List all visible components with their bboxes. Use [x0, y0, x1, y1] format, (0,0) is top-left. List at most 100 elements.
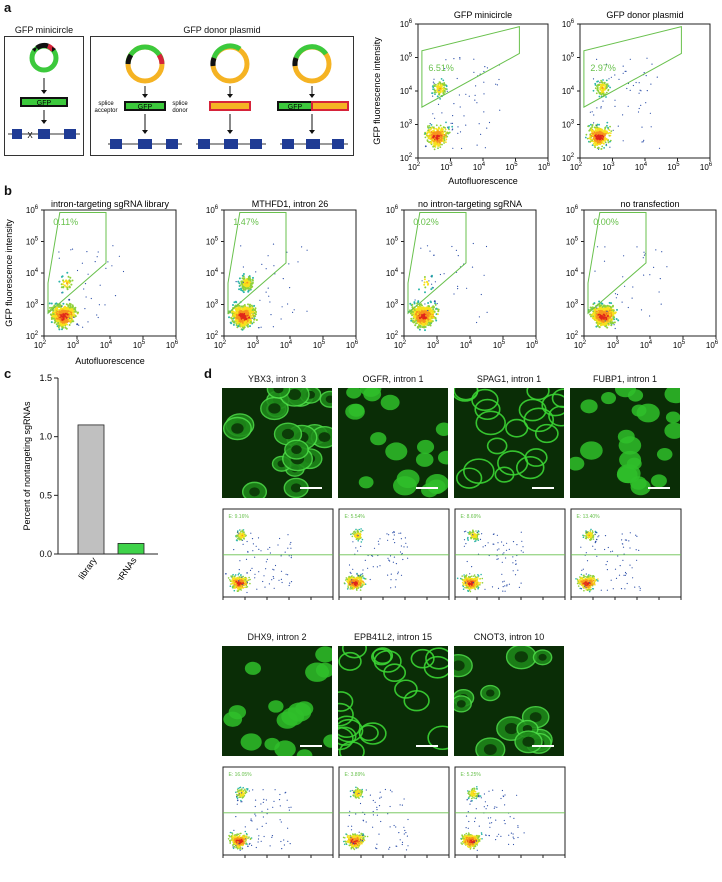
x-tick-label: 103 [602, 162, 615, 172]
x-tick-label: 106 [346, 340, 359, 350]
y-tick-label: 106 [562, 19, 575, 29]
flow-d-plot: E: 3.89% [338, 766, 450, 858]
gate-percent: 6.51% [428, 63, 454, 73]
micrograph-title: YBX3, intron 3 [247, 374, 307, 384]
gate-polygon [47, 212, 107, 315]
y-tick-label: 105 [26, 237, 39, 247]
flow-plot: E: 9.16% [222, 508, 334, 598]
panel-d-letter: d [204, 366, 212, 381]
flow-a-xlabel: Autofluorescence [448, 176, 518, 184]
flow-plot: 2.97% [579, 23, 711, 159]
gate-percent: 1.47% [233, 217, 259, 227]
flow-d-plot: E: 9.16% [222, 508, 334, 600]
y-tick-label: 1.5 [39, 373, 52, 383]
x-tick-label: 104 [460, 340, 473, 350]
gate-percent: E: 3.89% [345, 772, 366, 778]
y-tick-label: 105 [400, 53, 413, 63]
y-tick-label: 105 [386, 237, 399, 247]
x-tick-label: 103 [247, 340, 260, 350]
x-tick-label: 105 [667, 162, 680, 172]
flow-plot: 0.00% [583, 209, 717, 337]
gate-polygon [407, 212, 467, 315]
x-tick-label: 104 [100, 340, 113, 350]
y-tick-label: 104 [26, 268, 39, 278]
x-tick-label: 103 [67, 340, 80, 350]
panel-a-flow-svg: GFP minicircle 6.51% 102 103 104 105 106 106 105… [372, 10, 713, 186]
y-tick-label: 1.0 [39, 432, 52, 442]
flow-plot: 1.47% [223, 209, 357, 337]
flow-plot: 0.11% [43, 209, 177, 337]
flow-b-xlabel: Autofluorescence [75, 356, 145, 366]
micrograph-image [222, 646, 332, 756]
micrograph-title: OGFR, intron 1 [362, 374, 424, 384]
y-tick-label: 105 [566, 237, 579, 247]
y-tick-label: 102 [400, 153, 413, 163]
flow-d-plot: E: 13.40% [570, 508, 682, 600]
gate-polygon [421, 26, 520, 108]
flow-plot: 0.02% [403, 209, 537, 337]
micrograph-image [338, 646, 448, 756]
gate-percent: E: 5.54% [345, 514, 366, 520]
micrograph-image [222, 388, 332, 498]
y-axis-label: Percent of nontargeting sgRNAs [22, 401, 32, 531]
micrograph-title: EPB41L2, intron 15 [353, 632, 433, 642]
y-tick-label: 106 [566, 205, 579, 215]
minicircle-schematic: GFP X [8, 42, 80, 140]
category-label: whole library [61, 555, 99, 580]
y-tick-label: 0.5 [39, 490, 52, 500]
x-tick-label: 103 [607, 340, 620, 350]
x-tick-label: 105 [493, 340, 506, 350]
x-tick-label: 104 [280, 340, 293, 350]
x-tick-label: 105 [673, 340, 686, 350]
svg-text:splice: splice [98, 101, 114, 107]
gate-percent: E: 8.69% [461, 514, 482, 520]
minicircle-title: GFP minicircle [14, 25, 74, 35]
y-tick-label: 106 [386, 205, 399, 215]
x-tick-label: 104 [640, 340, 653, 350]
bar [77, 424, 105, 555]
flow-d-plot: E: 5.54% [338, 508, 450, 600]
y-tick-label: 106 [400, 19, 413, 29]
gate-polygon [583, 26, 682, 108]
flow-plot: E: 5.25% [454, 766, 566, 856]
flow-a-title: GFP donor plasmid [606, 10, 683, 20]
gate-percent: E: 16.05% [229, 772, 253, 778]
flow-plot: E: 5.54% [338, 508, 450, 598]
flow-b-ylabel: GFP fluorescence intensity [4, 219, 14, 327]
donor-gfp-label-1: GFP [138, 104, 153, 111]
micrograph-title: SPAG1, intron 1 [476, 374, 542, 384]
gate-percent: E: 9.16% [229, 514, 250, 520]
panel-b-flow: intron-targeting sgRNA library 0.11% 102 10… [0, 196, 722, 368]
y-tick-label: 102 [206, 331, 219, 341]
flow-plot: E: 13.40% [570, 508, 682, 598]
x-tick-label: 102 [570, 162, 583, 172]
svg-text:X: X [27, 131, 33, 140]
micrograph-title: FUBP1, intron 1 [592, 374, 658, 384]
y-tick-label: 102 [26, 331, 39, 341]
x-tick-label: 106 [526, 340, 539, 350]
flow-plot: E: 8.69% [454, 508, 566, 598]
flow-plot: E: 3.89% [338, 766, 450, 856]
y-tick-label: 106 [206, 205, 219, 215]
donor-gfp-label-3: GFP [288, 104, 303, 111]
donor-box [90, 36, 354, 156]
x-tick-label: 103 [440, 162, 453, 172]
panel-d: YBX3, intron 3 E: 9.16% OGFR, intron 1 E: 5… [218, 370, 722, 882]
gate-polygon [587, 212, 647, 315]
gate-percent: E: 5.25% [461, 772, 482, 778]
x-tick-label: 106 [166, 340, 179, 350]
flow-d-plot: E: 16.05% [222, 766, 334, 858]
micrograph-image [454, 388, 564, 498]
flow-b-title: MTHFD1, intron 26 [252, 199, 329, 209]
y-tick-label: 105 [206, 237, 219, 247]
x-tick-label: 106 [700, 162, 713, 172]
y-tick-label: 104 [566, 268, 579, 278]
x-tick-label: 104 [473, 162, 486, 172]
y-tick-label: 104 [562, 86, 575, 96]
y-tick-label: 103 [26, 300, 39, 310]
flow-plot-frame [222, 508, 334, 598]
x-tick-label: 106 [538, 162, 551, 172]
svg-text:donor: donor [172, 108, 187, 114]
panel-c-letter: c [4, 366, 12, 381]
